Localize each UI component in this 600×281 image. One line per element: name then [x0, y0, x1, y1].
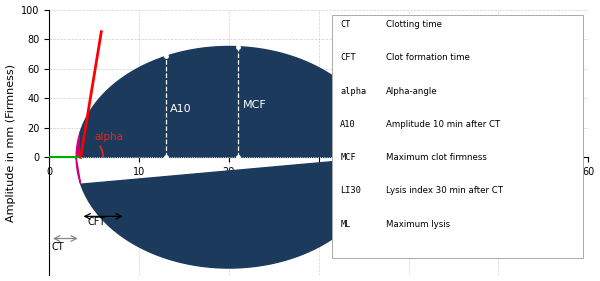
Text: CT: CT [340, 20, 351, 29]
Text: LI 30: LI 30 [349, 124, 376, 134]
Text: CT: CT [52, 242, 65, 252]
Text: MCF: MCF [340, 153, 356, 162]
Text: ML: ML [340, 220, 351, 229]
Text: MCF: MCF [242, 99, 266, 110]
Polygon shape [76, 131, 80, 183]
Polygon shape [80, 46, 580, 268]
FancyBboxPatch shape [332, 15, 583, 258]
Text: Maximum clot firmness: Maximum clot firmness [386, 153, 487, 162]
Y-axis label: Amplitude in mm (Firmness): Amplitude in mm (Firmness) [5, 64, 16, 221]
Text: Clotting time: Clotting time [386, 20, 442, 29]
Text: A10: A10 [340, 120, 356, 129]
Text: alpha: alpha [340, 87, 367, 96]
Text: Lysis index 30 min after CT: Lysis index 30 min after CT [386, 186, 503, 195]
Text: LI30: LI30 [340, 186, 361, 195]
Text: ML: ML [431, 92, 448, 105]
Text: Alpha-angle: Alpha-angle [386, 87, 438, 96]
Text: CFT: CFT [88, 217, 106, 227]
Text: A10: A10 [170, 104, 191, 114]
Text: CFT: CFT [340, 53, 356, 62]
Text: alpha: alpha [94, 132, 123, 142]
X-axis label: Time in min: Time in min [286, 183, 352, 192]
Text: Amplitude 10 min after CT: Amplitude 10 min after CT [386, 120, 500, 129]
Text: Maximum lysis: Maximum lysis [386, 220, 450, 229]
Text: Clot formation time: Clot formation time [386, 53, 470, 62]
